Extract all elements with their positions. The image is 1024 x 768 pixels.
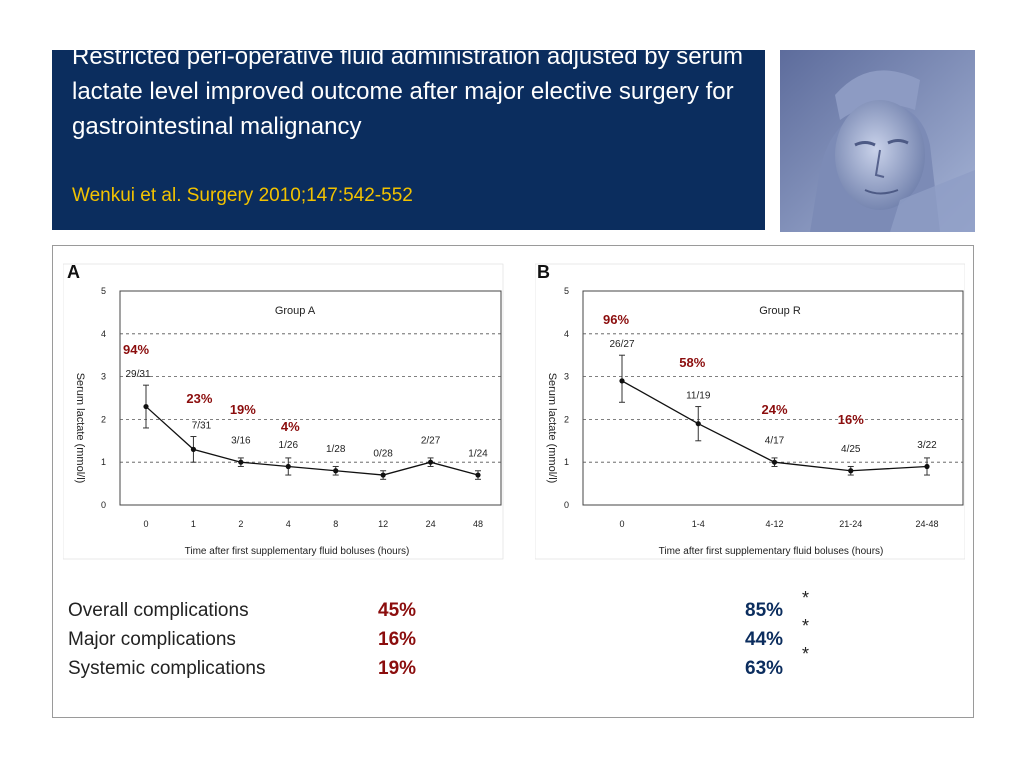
data-point bbox=[380, 472, 386, 478]
significance-asterisk: * bbox=[802, 588, 810, 608]
percent-label: 24% bbox=[761, 402, 787, 417]
y-tick-label: 3 bbox=[564, 372, 569, 382]
chart-a-xlabel: Time after first supplementary fluid bol… bbox=[185, 546, 410, 557]
y-tick-label: 0 bbox=[564, 500, 569, 510]
stat-label: Systemic complications bbox=[68, 658, 266, 679]
chart-a-title: Group A bbox=[275, 305, 316, 317]
group-a-value: 45% bbox=[378, 600, 417, 621]
x-tick-label: 4 bbox=[286, 519, 291, 529]
percent-label: 23% bbox=[186, 391, 212, 406]
percent-label: 16% bbox=[838, 412, 864, 427]
percent-label: 94% bbox=[123, 342, 149, 357]
fraction-label: 7/31 bbox=[192, 421, 212, 432]
content-panel: A Group A Serum lactate (mmol/l) Time af… bbox=[52, 245, 974, 718]
y-tick-label: 4 bbox=[101, 329, 106, 339]
data-point bbox=[475, 472, 481, 478]
y-tick-label: 2 bbox=[564, 414, 569, 424]
data-point bbox=[427, 459, 434, 465]
x-tick-label: 0 bbox=[143, 519, 148, 529]
data-point bbox=[190, 446, 197, 452]
chart-panel-b: B Group R Serum lactate (mmol/l) Time af… bbox=[535, 262, 965, 560]
fraction-label: 2/27 bbox=[421, 436, 441, 447]
x-tick-label: 24-48 bbox=[915, 519, 938, 529]
data-point bbox=[238, 459, 244, 465]
x-tick-label: 2 bbox=[238, 519, 243, 529]
data-point bbox=[143, 403, 149, 410]
percent-label: 4% bbox=[281, 419, 300, 434]
fraction-label: 1/26 bbox=[279, 440, 299, 451]
fraction-label: 11/19 bbox=[686, 391, 711, 402]
chart-panel-a: A Group A Serum lactate (mmol/l) Time af… bbox=[63, 262, 504, 560]
complications-table: Overall complications 45% 85% Major comp… bbox=[68, 600, 828, 687]
stat-row-systemic: Systemic complications 19% 63% bbox=[68, 658, 828, 687]
stat-label: Overall complications bbox=[68, 600, 249, 621]
chart-b-xlabel: Time after first supplementary fluid bol… bbox=[659, 546, 884, 557]
citation: Wenkui et al. Surgery 2010;147:542-552 bbox=[72, 185, 413, 206]
data-point bbox=[924, 463, 930, 470]
panel-b-letter: B bbox=[537, 262, 550, 282]
group-r-value: 44% bbox=[745, 629, 784, 650]
x-tick-label: 24 bbox=[426, 519, 436, 529]
x-tick-label: 8 bbox=[333, 519, 338, 529]
x-tick-label: 4-12 bbox=[765, 519, 783, 529]
y-tick-label: 1 bbox=[564, 457, 569, 467]
fraction-label: 29/31 bbox=[125, 369, 150, 380]
fraction-label: 1/24 bbox=[468, 448, 488, 459]
stat-row-major: Major complications 16% 44% bbox=[68, 629, 828, 658]
fraction-label: 4/25 bbox=[841, 444, 861, 455]
group-r-value: 85% bbox=[745, 600, 784, 621]
plot-frame bbox=[119, 290, 502, 506]
significance-asterisk: * bbox=[802, 644, 810, 664]
data-point bbox=[771, 459, 778, 465]
y-tick-label: 3 bbox=[101, 372, 106, 382]
chart-b-ylabel: Serum lactate (mmol/l) bbox=[546, 373, 558, 484]
fraction-label: 0/28 bbox=[373, 448, 393, 459]
plot-frame bbox=[582, 290, 964, 506]
x-tick-label: 48 bbox=[473, 519, 483, 529]
series-line bbox=[621, 380, 928, 472]
fraction-label: 3/22 bbox=[917, 440, 937, 451]
panel-a-letter: A bbox=[67, 262, 80, 282]
fraction-label: 4/17 bbox=[765, 436, 785, 447]
fraction-label: 26/27 bbox=[609, 339, 634, 350]
x-tick-label: 1-4 bbox=[692, 519, 705, 529]
y-tick-label: 5 bbox=[564, 286, 569, 296]
x-tick-label: 0 bbox=[619, 519, 624, 529]
data-point bbox=[619, 378, 625, 384]
statue-head-photo bbox=[780, 50, 975, 232]
group-a-value: 16% bbox=[378, 629, 417, 650]
y-tick-label: 2 bbox=[101, 414, 106, 424]
percent-label: 19% bbox=[230, 402, 256, 417]
stat-row-overall: Overall complications 45% 85% bbox=[68, 600, 828, 629]
fraction-label: 3/16 bbox=[231, 436, 251, 447]
y-tick-label: 5 bbox=[101, 286, 106, 296]
y-tick-label: 0 bbox=[101, 500, 106, 510]
data-point bbox=[695, 421, 701, 427]
x-tick-label: 1 bbox=[191, 519, 196, 529]
y-tick-label: 1 bbox=[101, 457, 106, 467]
chart-a-ylabel: Serum lactate (mmol/l) bbox=[74, 373, 86, 484]
y-tick-label: 4 bbox=[564, 329, 569, 339]
group-a-value: 19% bbox=[378, 658, 417, 679]
group-r-value: 63% bbox=[745, 658, 784, 679]
percent-label: 58% bbox=[679, 355, 705, 370]
data-point bbox=[333, 468, 339, 474]
title-banner: Restricted peri-operative fluid administ… bbox=[52, 50, 765, 230]
series-line bbox=[145, 406, 479, 476]
slide-title: Restricted peri-operative fluid administ… bbox=[72, 50, 743, 140]
stat-label: Major complications bbox=[68, 629, 236, 650]
data-point bbox=[285, 463, 291, 470]
significance-asterisk: * bbox=[802, 616, 810, 636]
fraction-label: 1/28 bbox=[326, 444, 346, 455]
percent-label: 96% bbox=[603, 312, 629, 327]
data-point bbox=[848, 468, 854, 474]
chart-b-title: Group R bbox=[759, 305, 801, 317]
x-tick-label: 12 bbox=[378, 519, 388, 529]
x-tick-label: 21-24 bbox=[839, 519, 862, 529]
